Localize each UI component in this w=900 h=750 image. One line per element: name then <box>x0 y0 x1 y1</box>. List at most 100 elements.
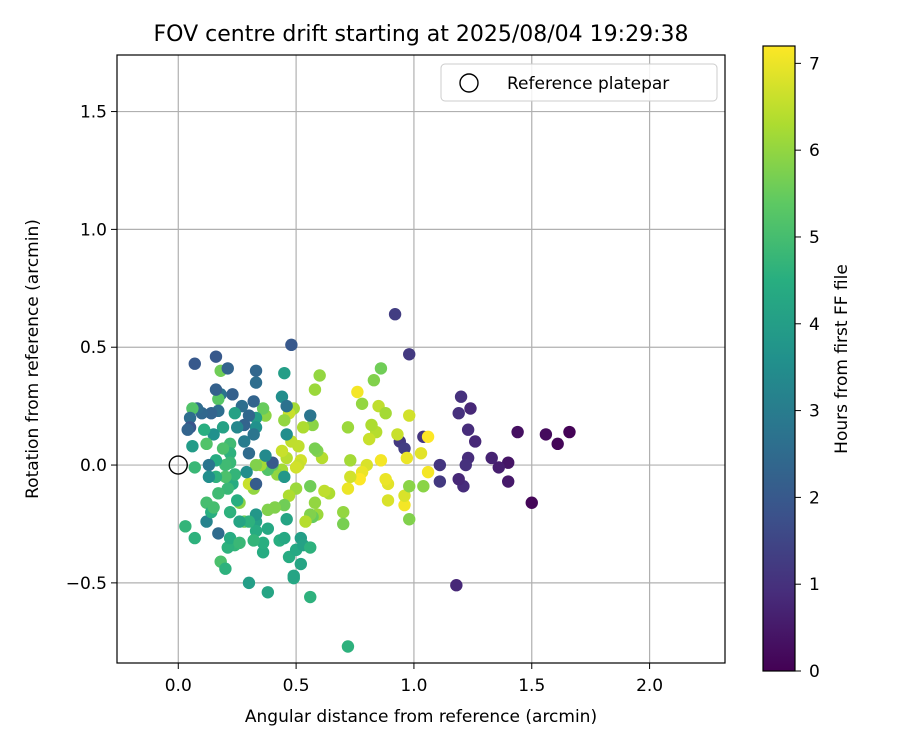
scatter-point <box>200 515 213 528</box>
scatter-point <box>391 428 404 441</box>
scatter-point <box>247 395 260 408</box>
scatter-point <box>249 364 263 377</box>
scatter-point <box>275 390 289 403</box>
scatter-point <box>341 421 355 434</box>
scatter-point <box>414 447 428 460</box>
scatter-point <box>289 461 303 474</box>
scatter-point <box>242 409 256 422</box>
scatter-point <box>219 562 232 575</box>
colorbar: 0 1 2 3 4 5 6 7 Hours from first FF file <box>762 45 852 682</box>
y-axis-ticks: −0.5 0.0 0.5 1.0 1.5 <box>66 103 117 594</box>
scatter-point <box>362 432 376 446</box>
y-tick-label: 0.0 <box>80 456 107 476</box>
scatter-point <box>207 501 220 514</box>
scatter-point <box>221 482 234 495</box>
scatter-point <box>280 428 293 441</box>
scatter-point <box>398 498 411 512</box>
scatter-point <box>379 407 392 420</box>
scatter-point <box>216 442 230 455</box>
colorbar-tick-label: 1 <box>809 575 820 595</box>
legend-label-reference: Reference platepar <box>507 74 669 94</box>
scatter-point <box>179 520 192 533</box>
scatter-point <box>247 428 260 441</box>
scatter-point <box>341 640 355 653</box>
scatter-point <box>280 399 293 413</box>
scatter-point <box>525 496 538 509</box>
scatter-point <box>299 515 312 528</box>
scatter-point <box>403 480 416 493</box>
data-points <box>168 308 576 653</box>
scatter-point <box>223 531 237 545</box>
scatter-point <box>233 536 246 550</box>
scatter-point <box>188 531 201 545</box>
scatter-point <box>278 366 291 380</box>
scatter-point <box>381 494 395 507</box>
scatter-point <box>256 536 270 550</box>
scatter-point <box>464 402 477 415</box>
scatter-point <box>242 515 256 528</box>
x-tick-label: 1.5 <box>518 676 545 696</box>
scatter-point <box>212 527 225 540</box>
scatter-point <box>374 362 388 375</box>
scatter-point <box>219 470 232 484</box>
legend-marker-reference <box>459 73 479 93</box>
scatter-point <box>282 489 296 502</box>
scatter-point <box>216 421 230 434</box>
scatter-point <box>304 590 317 604</box>
scatter-point <box>183 411 197 425</box>
scatter-point <box>240 465 253 479</box>
scatter-point <box>233 515 246 528</box>
scatter-point <box>511 425 524 439</box>
scatter-point <box>261 586 275 599</box>
colorbar-tick-label: 5 <box>809 228 820 248</box>
colorbar-tick-label: 7 <box>809 54 820 74</box>
scatter-point <box>186 402 199 415</box>
scatter-point <box>226 388 239 401</box>
scatter-point <box>202 470 216 484</box>
x-axis-ticks: 0.0 0.5 1.0 1.5 2.0 <box>165 663 663 696</box>
scatter-point <box>403 348 416 361</box>
scatter-point <box>501 456 515 469</box>
x-axis-label: Angular distance from reference (arcmin) <box>245 707 597 727</box>
scatter-point <box>304 541 317 554</box>
scatter-point <box>492 461 505 474</box>
scatter-point <box>280 513 293 526</box>
colorbar-tick-label: 6 <box>809 141 820 161</box>
scatter-point <box>365 418 378 432</box>
scatter-point <box>433 475 447 488</box>
scatter-point <box>355 397 369 410</box>
colorbar-tick-label: 3 <box>809 402 820 422</box>
scatter-point <box>400 451 414 465</box>
scatter-point <box>551 437 564 451</box>
x-tick-label: 0.5 <box>283 676 310 696</box>
scatter-point <box>275 444 289 458</box>
scatter-point <box>249 477 263 491</box>
legend-box <box>440 63 718 102</box>
scatter-point <box>421 465 435 479</box>
scatter-point <box>398 442 411 455</box>
scatter-point <box>209 383 223 396</box>
scatter-point <box>461 423 475 436</box>
chart-title: FOV centre drift starting at 2025/08/04 … <box>154 22 689 47</box>
scatter-point <box>294 557 308 571</box>
colorbar-tick-label: 4 <box>809 315 820 335</box>
scatter-point <box>353 472 366 486</box>
scatter-point <box>242 447 256 460</box>
scatter-point <box>563 425 576 439</box>
y-axis-label: Rotation from reference (arcmin) <box>23 219 43 499</box>
scatter-point <box>304 409 317 422</box>
scatter-point <box>285 338 298 352</box>
scatter-point <box>228 407 242 420</box>
scatter-point <box>230 421 244 434</box>
x-tick-label: 1.0 <box>400 676 427 696</box>
scatter-point <box>181 423 194 436</box>
scatter-point <box>207 428 220 441</box>
scatter-point <box>212 392 225 406</box>
scatter-point <box>344 470 357 484</box>
grid-lines <box>117 55 725 663</box>
scatter-point <box>308 442 322 455</box>
scatter-point <box>278 498 291 512</box>
legend: Reference platepar <box>440 63 718 102</box>
scatter-point <box>485 451 498 465</box>
